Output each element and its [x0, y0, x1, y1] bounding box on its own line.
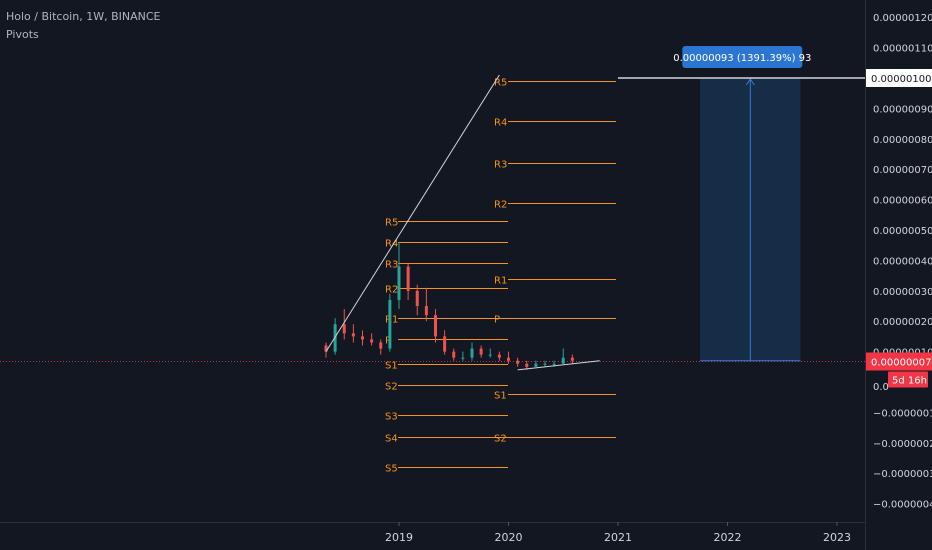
candle-body	[342, 324, 346, 334]
pivot-label-r5: R5	[385, 218, 398, 229]
current-price-text: 0.00000007	[871, 358, 931, 369]
y-tick-label: 0.00000080	[873, 135, 932, 146]
x-tick-label: 2023	[823, 531, 851, 544]
candle-body	[443, 336, 447, 352]
pivot-label-r3: R3	[494, 160, 507, 171]
candle-body	[497, 354, 501, 358]
candle-body	[397, 266, 401, 300]
target-price-text: 0.00000100	[871, 74, 931, 85]
pivot-label-s3: S3	[385, 412, 398, 423]
x-tick-label: 2021	[604, 531, 632, 544]
projection-arrow-head	[745, 78, 755, 86]
pivot-label-p: P	[385, 336, 391, 347]
candle-body	[525, 363, 529, 367]
projection-tooltip-text: 0.00000093 (1391.39%) 93	[673, 53, 811, 64]
y-tick-label: 0.0	[873, 382, 889, 393]
pivot-label-r4: R4	[494, 118, 507, 129]
trend-line-up[interactable]	[325, 74, 500, 352]
pivot-label-r1: R1	[385, 315, 398, 326]
candle-body	[452, 351, 456, 358]
y-tick-label: 0.00000040	[873, 256, 932, 267]
pivot-label-s4: S4	[385, 434, 398, 445]
candle-body	[388, 299, 392, 349]
candle-body	[488, 354, 492, 356]
candle-body	[324, 345, 328, 352]
candle-body	[507, 357, 510, 361]
pivot-label-r3: R3	[385, 260, 398, 271]
candle-body	[470, 348, 474, 358]
current-price-badge	[866, 352, 932, 371]
pivot-label-p: P	[494, 315, 500, 326]
y-tick-label: −0.00000040	[873, 500, 932, 511]
y-tick-label: 0.00000070	[873, 165, 932, 176]
candle-body	[406, 266, 410, 291]
candle-body	[351, 333, 355, 337]
candle-body	[379, 342, 383, 349]
candle-body	[479, 348, 483, 355]
pivot-label-r2: R2	[494, 200, 507, 211]
candle-body	[370, 339, 374, 343]
candle-body	[570, 357, 574, 361]
candle-body	[561, 357, 565, 364]
pivot-label-r1: R1	[494, 276, 507, 287]
candle-body	[424, 306, 428, 316]
pivot-label-s1: S1	[494, 391, 507, 402]
y-tick-label: 0.00000050	[873, 226, 932, 237]
pivot-label-s2: S2	[385, 382, 398, 393]
candle-body	[534, 363, 538, 367]
countdown-text: 5d 16h	[892, 376, 927, 387]
candle-body	[361, 336, 364, 340]
candle-body	[434, 315, 437, 337]
y-tick-label: 0.00000110	[873, 44, 932, 55]
y-tick-label: −0.00000020	[873, 439, 932, 450]
indicator-label[interactable]: Pivots	[6, 28, 39, 41]
x-tick-label: 2019	[385, 531, 413, 544]
y-tick-label: −0.00000030	[873, 469, 932, 480]
y-tick-label: 0.00000120	[873, 13, 932, 24]
pivot-label-r2: R2	[385, 285, 398, 296]
countdown-badge	[888, 371, 928, 388]
candle-body	[415, 290, 419, 306]
projection-tooltip	[682, 46, 803, 68]
pivot-label-r5: R5	[494, 78, 507, 89]
pivot-label-s2: S2	[494, 434, 507, 445]
candle-body	[516, 360, 520, 364]
y-tick-label: 0.00000060	[873, 196, 932, 207]
candle-body	[543, 363, 547, 365]
y-tick-label: 0.00000030	[873, 287, 932, 298]
target-price-badge	[866, 69, 932, 87]
y-tick-label: 0.00000020	[873, 317, 932, 328]
candle-body	[552, 363, 556, 365]
symbol-title[interactable]: Holo / Bitcoin, 1W, BINANCE	[6, 10, 161, 23]
pivot-label-r4: R4	[385, 239, 398, 250]
x-tick-label: 2022	[714, 531, 742, 544]
y-tick-label: −0.00000010	[873, 408, 932, 419]
y-tick-label: 0.00000090	[873, 104, 932, 115]
candle-body	[461, 357, 465, 359]
pivot-label-s5: S5	[385, 464, 398, 475]
support-line[interactable]	[517, 360, 600, 371]
pivot-label-s1: S1	[385, 361, 398, 372]
x-tick-label: 2020	[495, 531, 523, 544]
